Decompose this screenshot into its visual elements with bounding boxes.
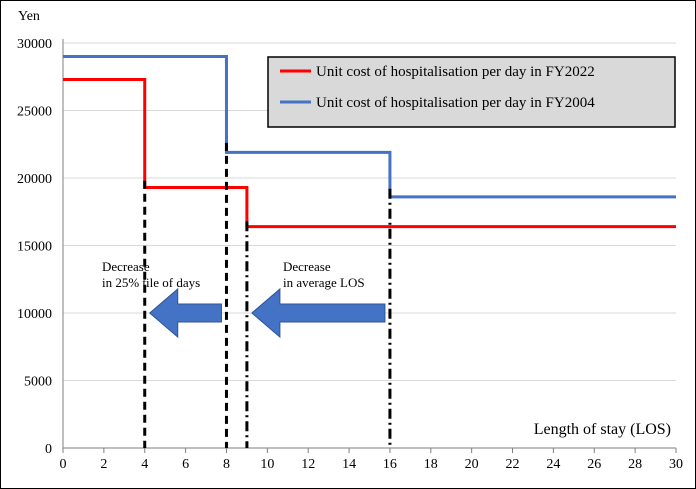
series-line-fy2022 <box>63 77 676 229</box>
x-tick-label: 0 <box>60 457 67 472</box>
y-tick-label: 30000 <box>17 37 52 52</box>
y-tick-label: 20000 <box>17 172 52 187</box>
y-tick-label: 10000 <box>17 307 52 322</box>
annotation-text: Decrease <box>102 259 150 274</box>
x-tick-label: 28 <box>628 457 642 472</box>
x-tick-label: 4 <box>141 457 148 472</box>
x-tick-label: 20 <box>465 457 479 472</box>
x-axis-label: Length of stay (LOS) <box>534 421 671 438</box>
x-tick-label: 14 <box>342 457 356 472</box>
annotation-text: in average LOS <box>283 275 365 290</box>
legend-label: Unit cost of hospitalisation per day in … <box>316 64 595 80</box>
x-tick-label: 12 <box>301 457 315 472</box>
x-tick-label: 22 <box>506 457 520 472</box>
x-tick-label: 6 <box>182 457 189 472</box>
x-tick-label: 18 <box>424 457 438 472</box>
y-tick-label: 5000 <box>24 375 52 390</box>
annotation-text: in 25% tile of days <box>102 275 200 290</box>
annotation-text: Decrease <box>283 259 331 274</box>
x-tick-label: 8 <box>223 457 230 472</box>
y-tick-label: 15000 <box>17 240 52 255</box>
series-line-fy2004 <box>63 55 676 199</box>
y-tick-label: 25000 <box>17 105 52 120</box>
legend-label: Unit cost of hospitalisation per day in … <box>316 95 595 111</box>
y-axis-label: Yen <box>18 9 40 24</box>
legend-box <box>267 56 676 128</box>
x-tick-label: 26 <box>587 457 601 472</box>
x-tick-label: 30 <box>669 457 683 472</box>
x-tick-label: 10 <box>260 457 274 472</box>
x-tick-label: 16 <box>383 457 397 472</box>
x-tick-label: 24 <box>546 457 560 472</box>
y-tick-label: 0 <box>45 442 52 457</box>
decrease-arrow-1 <box>148 287 222 339</box>
decrease-arrow-2 <box>251 287 386 339</box>
x-tick-label: 2 <box>100 457 107 472</box>
